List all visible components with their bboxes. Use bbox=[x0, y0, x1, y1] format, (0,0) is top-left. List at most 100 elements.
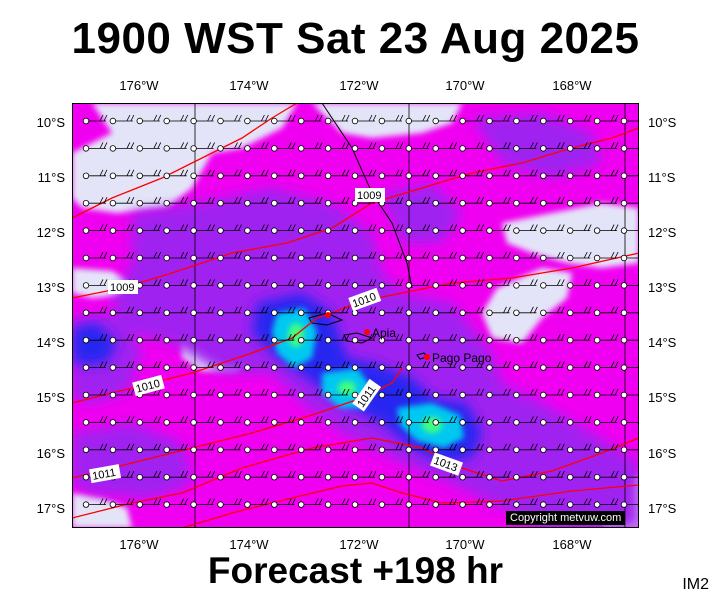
wind-barb bbox=[432, 142, 458, 152]
wind-barb bbox=[244, 361, 269, 371]
wind-barb bbox=[82, 169, 108, 179]
wind-barb bbox=[109, 306, 135, 316]
wind-barb bbox=[486, 471, 511, 481]
wind-barb bbox=[405, 197, 431, 207]
wind-barb bbox=[163, 416, 189, 426]
wind-barb bbox=[190, 388, 215, 399]
wind-barb bbox=[593, 279, 619, 289]
wind-barb bbox=[136, 306, 162, 316]
wind-barb bbox=[271, 443, 296, 453]
wind-barb bbox=[378, 471, 404, 481]
wind-barb bbox=[405, 498, 431, 508]
wind-barb bbox=[459, 388, 484, 399]
wind-barb bbox=[351, 443, 377, 453]
place-apia: Apia bbox=[364, 326, 396, 340]
wind-barb bbox=[109, 224, 135, 234]
wind-barb bbox=[567, 142, 592, 152]
wind-barb bbox=[486, 224, 511, 234]
wind-barb bbox=[567, 114, 592, 125]
wind-barb bbox=[486, 334, 511, 344]
wind-barb bbox=[271, 142, 296, 152]
wind-barb bbox=[378, 388, 404, 399]
wind-barb bbox=[540, 251, 565, 262]
wind-barb bbox=[405, 224, 431, 234]
wind-barb bbox=[405, 142, 431, 152]
wind-barb bbox=[593, 498, 619, 508]
wind-barb bbox=[163, 498, 189, 508]
lon-label-bottom: 176°W bbox=[119, 537, 159, 552]
wind-barb bbox=[163, 306, 189, 316]
wind-barb bbox=[82, 114, 108, 125]
wind-barb bbox=[82, 334, 108, 344]
wind-barb bbox=[593, 443, 619, 453]
wind-barb bbox=[351, 142, 377, 152]
wind-barb bbox=[593, 334, 619, 344]
wind-barb bbox=[136, 197, 162, 207]
wind-barb bbox=[540, 443, 565, 453]
wind-barb bbox=[351, 279, 377, 289]
wind-barb bbox=[82, 416, 108, 426]
wind-barb bbox=[378, 498, 404, 508]
wind-barb bbox=[82, 224, 108, 234]
lon-label-bottom: 174°W bbox=[229, 537, 269, 552]
wind-barb bbox=[82, 251, 108, 262]
wind-barb bbox=[217, 224, 242, 234]
wind-barb bbox=[378, 443, 404, 453]
wind-barb bbox=[513, 471, 538, 481]
wind-barb bbox=[324, 169, 350, 179]
wind-barb bbox=[271, 306, 296, 316]
wind-barb bbox=[567, 498, 592, 508]
wind-barb bbox=[297, 306, 323, 316]
wind-barb bbox=[432, 279, 458, 289]
lat-label-right: 15°S bbox=[648, 390, 677, 405]
wind-barb bbox=[540, 388, 565, 399]
wind-barb bbox=[190, 416, 215, 426]
lat-label-right: 14°S bbox=[648, 335, 677, 350]
wind-barb bbox=[513, 114, 538, 125]
wind-barb bbox=[540, 169, 565, 179]
lon-label-top: 174°W bbox=[229, 78, 269, 93]
wind-barb bbox=[351, 416, 377, 426]
wind-barb bbox=[324, 197, 350, 207]
forecast-hour-label: Forecast +198 hr bbox=[207, 550, 504, 591]
wind-barb bbox=[297, 142, 323, 152]
wind-barb bbox=[217, 416, 242, 426]
wind-barb bbox=[244, 197, 269, 207]
wind-barb bbox=[378, 416, 404, 426]
wind-barb bbox=[459, 251, 484, 262]
wind-barb bbox=[271, 224, 296, 234]
wind-barb bbox=[190, 279, 215, 289]
wind-barb bbox=[297, 361, 323, 371]
place-label-pago-pago: Pago Pago bbox=[432, 351, 492, 365]
wind-barb bbox=[513, 224, 538, 234]
wind-barb bbox=[217, 361, 242, 371]
wind-barb bbox=[190, 142, 215, 152]
place-marker bbox=[325, 312, 331, 318]
wind-barb bbox=[459, 114, 484, 125]
wind-barb bbox=[324, 498, 350, 508]
wind-barb bbox=[217, 114, 242, 125]
lon-label-bottom: 172°W bbox=[339, 537, 379, 552]
wind-barb bbox=[324, 251, 350, 262]
wind-barb bbox=[271, 251, 296, 262]
wind-barb bbox=[82, 498, 108, 508]
wind-barb bbox=[297, 279, 323, 289]
wind-barb bbox=[593, 114, 619, 125]
wind-barb bbox=[109, 114, 135, 125]
wind-barb bbox=[567, 169, 592, 179]
wind-barb bbox=[244, 388, 269, 399]
wind-barb bbox=[244, 142, 269, 152]
wind-barb bbox=[540, 471, 565, 481]
wind-barb bbox=[244, 224, 269, 234]
wind-barb bbox=[109, 142, 135, 152]
wind-barb bbox=[432, 251, 458, 262]
wind-barb bbox=[540, 114, 565, 125]
wind-barb bbox=[432, 197, 458, 207]
wind-barb bbox=[459, 142, 484, 152]
wind-barb bbox=[163, 361, 189, 371]
wind-barb bbox=[459, 169, 484, 179]
wind-barb bbox=[486, 443, 511, 453]
wind-barb bbox=[593, 251, 619, 262]
wind-barb bbox=[136, 224, 162, 234]
wind-barb bbox=[593, 306, 619, 316]
